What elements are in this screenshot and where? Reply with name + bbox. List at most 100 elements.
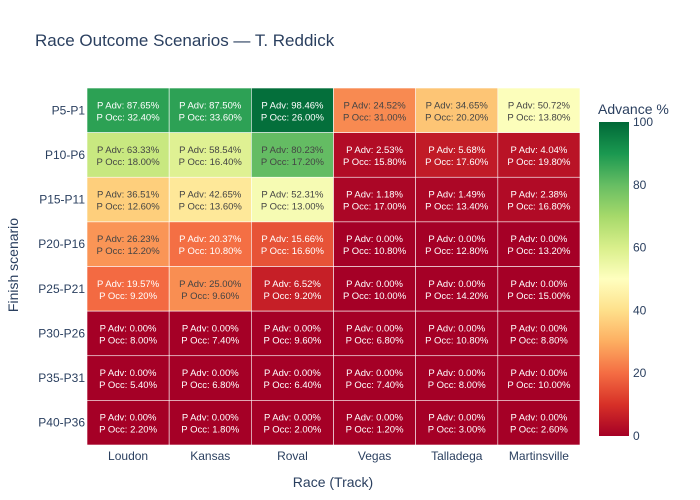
cell-occurrence-label: P Occ: 18.00% [96, 157, 160, 168]
heatmap-cell [168, 221, 252, 267]
cell-occurrence-label: P Occ: 1.80% [181, 425, 239, 436]
cell-advance-label: P Adv: 52.31% [261, 190, 324, 201]
chart-title: Race Outcome Scenarios — T. Reddick [35, 31, 335, 50]
heatmap-cell [415, 310, 499, 357]
cell-advance-label: P Adv: 15.66% [261, 234, 324, 245]
cell-occurrence-label: P Occ: 2.20% [99, 425, 157, 436]
cell-advance-label: P Adv: 6.52% [264, 279, 321, 290]
cell-occurrence-label: P Occ: 32.40% [96, 112, 160, 123]
cell-occurrence-label: P Occ: 1.20% [346, 425, 404, 436]
cell-occurrence-label: P Occ: 8.00% [99, 335, 157, 346]
heatmap-cell [333, 221, 416, 267]
heatmap-cell [168, 355, 252, 401]
cell-advance-label: P Adv: 2.53% [346, 145, 403, 156]
y-axis-title: Finish scenario [5, 218, 21, 312]
cell-advance-label: P Adv: 36.51% [97, 190, 160, 201]
y-tick-label: P40-P36 [38, 416, 85, 430]
x-tick-label: Roval [277, 449, 308, 463]
cell-occurrence-label: P Occ: 26.00% [261, 112, 325, 123]
heatmap-cell [497, 310, 581, 357]
heatmap-cell [415, 266, 499, 312]
cell-advance-label: P Adv: 25.00% [179, 279, 242, 290]
heatmap-cell [251, 355, 334, 401]
cell-advance-label: P Adv: 0.00% [182, 323, 239, 334]
colorbar-tick-label: 40 [633, 303, 647, 317]
heatmap-cell [497, 400, 581, 446]
cell-occurrence-label: P Occ: 33.60% [179, 112, 243, 123]
cell-advance-label: P Adv: 0.00% [100, 368, 157, 379]
cell-advance-label: P Adv: 26.23% [97, 234, 160, 245]
cell-occurrence-label: P Occ: 10.00% [343, 291, 407, 302]
y-tick-label: P25-P21 [38, 282, 85, 296]
heatmap-cell [497, 87, 581, 133]
cell-advance-label: P Adv: 0.00% [428, 234, 485, 245]
cell-advance-label: P Adv: 20.37% [179, 234, 242, 245]
cell-advance-label: P Adv: 0.00% [264, 323, 321, 334]
heatmap-cell [86, 266, 170, 312]
cell-advance-label: P Adv: 0.00% [346, 413, 403, 424]
heatmap-cell [86, 310, 170, 357]
cell-advance-label: P Adv: 0.00% [346, 368, 403, 379]
cell-occurrence-label: P Occ: 9.60% [263, 335, 321, 346]
heatmap-cell [251, 400, 334, 446]
heatmap-cell [168, 132, 252, 178]
colorbar-tick-label: 20 [633, 366, 647, 380]
y-tick-label: P10-P6 [45, 148, 85, 162]
x-axis-title: Race (Track) [293, 474, 373, 490]
heatmap-cell [333, 176, 416, 223]
cell-occurrence-label: P Occ: 13.60% [179, 202, 243, 213]
heatmap-cells: P Adv: 87.65%P Occ: 32.40%P Adv: 87.50%P… [86, 87, 581, 446]
cell-occurrence-label: P Occ: 17.00% [343, 202, 407, 213]
heatmap-cell [86, 87, 170, 133]
cell-advance-label: P Adv: 0.00% [510, 323, 567, 334]
heatmap-cell [86, 355, 170, 401]
x-tick-label: Kansas [190, 449, 230, 463]
cell-occurrence-label: P Occ: 14.20% [425, 291, 489, 302]
cell-occurrence-label: P Occ: 13.20% [507, 246, 571, 257]
cell-advance-label: P Adv: 63.33% [97, 145, 160, 156]
cell-occurrence-label: P Occ: 13.80% [507, 112, 571, 123]
y-tick-label: P30-P26 [38, 326, 85, 340]
y-axis-ticks: P5-P1 P10-P6 P15-P11 P20-P16 P25-P21 P30-P26 P… [38, 103, 85, 429]
colorbar-tick-label: 80 [633, 178, 647, 192]
x-tick-label: Talladega [431, 449, 483, 463]
x-tick-label: Martinsville [509, 449, 569, 463]
heatmap-cell [333, 355, 416, 401]
cell-advance-label: P Adv: 0.00% [428, 323, 485, 334]
cell-advance-label: P Adv: 0.00% [510, 368, 567, 379]
cell-occurrence-label: P Occ: 15.00% [507, 291, 571, 302]
cell-advance-label: P Adv: 0.00% [346, 279, 403, 290]
cell-advance-label: P Adv: 1.49% [428, 190, 485, 201]
cell-occurrence-label: P Occ: 20.20% [425, 112, 489, 123]
cell-advance-label: P Adv: 4.04% [510, 145, 567, 156]
cell-advance-label: P Adv: 34.65% [426, 100, 489, 111]
cell-advance-label: P Adv: 87.50% [179, 100, 242, 111]
cell-advance-label: P Adv: 19.57% [97, 279, 160, 290]
cell-occurrence-label: P Occ: 15.80% [343, 157, 407, 168]
cell-advance-label: P Adv: 0.00% [264, 413, 321, 424]
heatmap-cell [251, 87, 334, 133]
cell-advance-label: P Adv: 24.52% [344, 100, 407, 111]
cell-advance-label: P Adv: 0.00% [100, 323, 157, 334]
heatmap-cell [333, 132, 416, 178]
y-tick-label: P5-P1 [52, 103, 86, 117]
cell-occurrence-label: P Occ: 8.80% [510, 335, 568, 346]
cell-advance-label: P Adv: 0.00% [182, 413, 239, 424]
cell-advance-label: P Adv: 1.18% [346, 190, 403, 201]
heatmap-cell [86, 221, 170, 267]
heatmap-cell [333, 400, 416, 446]
cell-occurrence-label: P Occ: 2.00% [263, 425, 321, 436]
cell-advance-label: P Adv: 80.23% [261, 145, 324, 156]
heatmap-cell [497, 221, 581, 267]
heatmap-cell [415, 87, 499, 133]
cell-occurrence-label: P Occ: 6.40% [263, 380, 321, 391]
cell-occurrence-label: P Occ: 13.00% [261, 202, 325, 213]
cell-occurrence-label: P Occ: 9.20% [99, 291, 157, 302]
cell-advance-label: P Adv: 58.54% [179, 145, 242, 156]
y-tick-label: P15-P11 [39, 193, 85, 207]
cell-occurrence-label: P Occ: 12.60% [96, 202, 160, 213]
cell-occurrence-label: P Occ: 17.60% [425, 157, 489, 168]
cell-advance-label: P Adv: 0.00% [182, 368, 239, 379]
cell-occurrence-label: P Occ: 10.80% [179, 246, 243, 257]
